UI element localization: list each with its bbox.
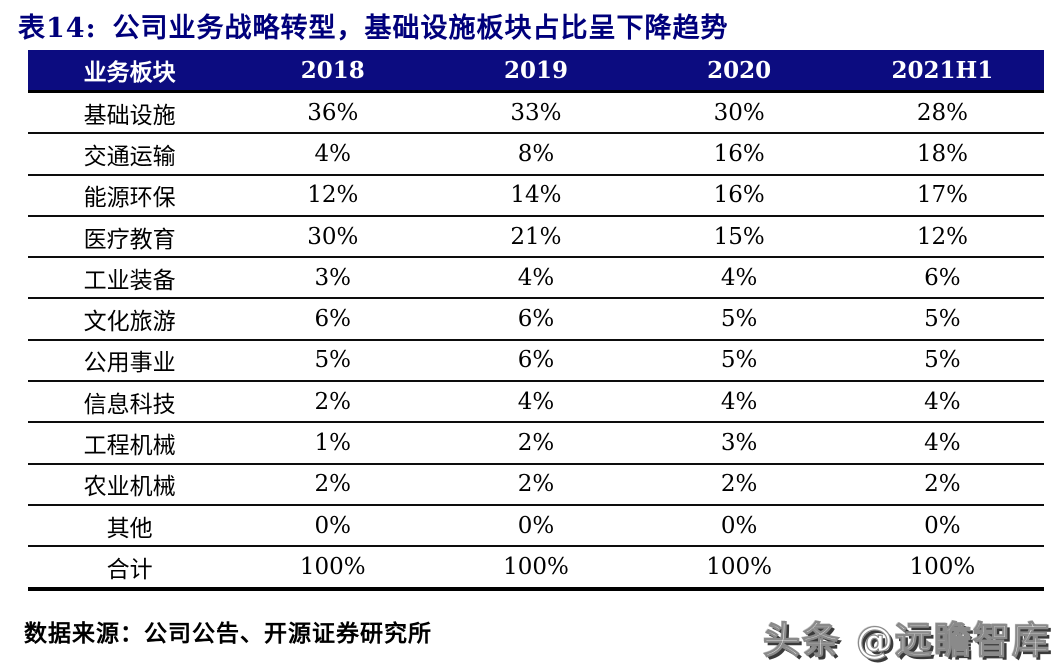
- table-row: 能源环保 12% 14% 16% 17%: [28, 174, 1044, 217]
- value-cell: 4%: [231, 133, 435, 176]
- row-label: 其他: [28, 504, 232, 548]
- column-header-segment: 业务板块: [28, 50, 232, 93]
- value-cell: 17%: [840, 174, 1044, 217]
- table-row: 其他 0% 0% 0% 0%: [28, 504, 1044, 548]
- value-cell: 18%: [840, 133, 1044, 176]
- table-number: 表14:: [18, 13, 97, 44]
- value-cell: 5%: [840, 339, 1044, 383]
- row-label: 基础设施: [28, 91, 232, 135]
- value-cell: 2%: [637, 463, 841, 506]
- value-cell: 8%: [434, 133, 638, 176]
- row-label: 工业装备: [28, 257, 232, 300]
- table-row: 合计 100% 100% 100% 100%: [28, 546, 1044, 591]
- value-cell: 12%: [231, 174, 435, 217]
- row-label: 农业机械: [28, 463, 232, 506]
- value-cell: 5%: [637, 339, 841, 383]
- table-body: 基础设施 36% 33% 30% 28% 交通运输 4% 8% 16% 18% 能源环保 12% 14%…: [28, 91, 1044, 591]
- row-label: 文化旅游: [28, 298, 232, 341]
- table-row: 工程机械 1% 2% 3% 4%: [28, 422, 1044, 465]
- value-cell: 2%: [231, 463, 435, 506]
- value-cell: 6%: [231, 298, 435, 341]
- value-cell: 5%: [231, 339, 435, 383]
- row-label: 交通运输: [28, 133, 232, 176]
- column-header-2021h1: 2021H1: [840, 50, 1044, 93]
- value-cell: 14%: [434, 174, 638, 217]
- value-cell: 4%: [434, 257, 638, 300]
- value-cell: 28%: [840, 91, 1044, 135]
- value-cell: 15%: [637, 215, 841, 259]
- value-cell: 2%: [231, 381, 435, 424]
- row-label: 工程机械: [28, 422, 232, 465]
- table-row: 农业机械 2% 2% 2% 2%: [28, 463, 1044, 506]
- column-header-2018: 2018: [231, 50, 435, 93]
- value-cell: 2%: [840, 463, 1044, 506]
- table-row: 公用事业 5% 6% 5% 5%: [28, 339, 1044, 383]
- value-cell: 2%: [434, 422, 638, 465]
- value-cell: 3%: [637, 422, 841, 465]
- value-cell: 4%: [840, 381, 1044, 424]
- value-cell: 6%: [840, 257, 1044, 300]
- header-row: 业务板块 2018 2019 2020 2021H1: [28, 50, 1044, 93]
- table-title: 公司业务战略转型，基础设施板块占比呈下降趋势: [112, 13, 729, 44]
- value-cell: 4%: [637, 381, 841, 424]
- row-label: 公用事业: [28, 339, 232, 383]
- row-label: 能源环保: [28, 174, 232, 217]
- table-row: 交通运输 4% 8% 16% 18%: [28, 133, 1044, 176]
- table-row: 文化旅游 6% 6% 5% 5%: [28, 298, 1044, 341]
- row-label: 医疗教育: [28, 215, 232, 259]
- value-cell: 100%: [637, 546, 841, 591]
- value-cell: 21%: [434, 215, 638, 259]
- value-cell: 30%: [231, 215, 435, 259]
- row-label: 合计: [28, 546, 232, 591]
- table-row: 工业装备 3% 4% 4% 6%: [28, 257, 1044, 300]
- row-label: 信息科技: [28, 381, 232, 424]
- value-cell: 6%: [434, 298, 638, 341]
- value-cell: 4%: [434, 381, 638, 424]
- value-cell: 16%: [637, 174, 841, 217]
- value-cell: 100%: [231, 546, 435, 591]
- value-cell: 100%: [434, 546, 638, 591]
- table-caption: 表14: 公司业务战略转型，基础设施板块占比呈下降趋势: [18, 6, 729, 45]
- value-cell: 0%: [637, 504, 841, 548]
- value-cell: 5%: [637, 298, 841, 341]
- value-cell: 2%: [434, 463, 638, 506]
- value-cell: 16%: [637, 133, 841, 176]
- value-cell: 6%: [434, 339, 638, 383]
- value-cell: 33%: [434, 91, 638, 135]
- source-note: 数据来源：公司公告、开源证券研究所: [24, 620, 432, 647]
- value-cell: 3%: [231, 257, 435, 300]
- table-row: 医疗教育 30% 21% 15% 12%: [28, 215, 1044, 259]
- column-header-2020: 2020: [637, 50, 841, 93]
- value-cell: 36%: [231, 91, 435, 135]
- value-cell: 1%: [231, 422, 435, 465]
- value-cell: 0%: [434, 504, 638, 548]
- business-segment-table: 业务板块 2018 2019 2020 2021H1 基础设施 36% 33% 30%…: [28, 50, 1044, 591]
- value-cell: 0%: [840, 504, 1044, 548]
- value-cell: 12%: [840, 215, 1044, 259]
- value-cell: 100%: [840, 546, 1044, 591]
- value-cell: 4%: [637, 257, 841, 300]
- value-cell: 4%: [840, 422, 1044, 465]
- value-cell: 30%: [637, 91, 841, 135]
- toutiao-watermark: 头条 @远瞻智库: [763, 618, 1051, 662]
- table-row: 基础设施 36% 33% 30% 28%: [28, 91, 1044, 135]
- column-header-2019: 2019: [434, 50, 638, 93]
- value-cell: 0%: [231, 504, 435, 548]
- value-cell: 5%: [840, 298, 1044, 341]
- table-row: 信息科技 2% 4% 4% 4%: [28, 381, 1044, 424]
